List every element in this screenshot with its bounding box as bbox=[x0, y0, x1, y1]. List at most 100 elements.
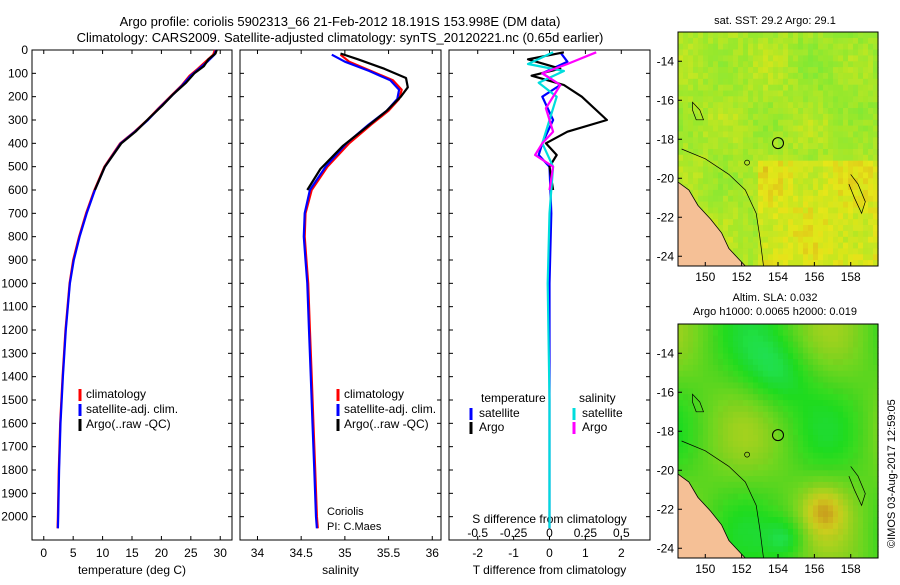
sst-map-cell bbox=[773, 96, 779, 103]
sst-map-cell bbox=[853, 32, 859, 39]
sla-map-cell bbox=[733, 446, 739, 454]
sst-map-cell bbox=[753, 160, 759, 168]
sst-map-cell bbox=[678, 90, 684, 97]
sla-map-cell bbox=[723, 411, 729, 419]
sla-map-cell bbox=[708, 359, 714, 366]
sst-map-cell bbox=[708, 43, 714, 51]
sst-map-cell bbox=[863, 49, 869, 56]
sst-map-cell bbox=[748, 236, 754, 244]
sst-map-cell bbox=[703, 201, 709, 208]
sst-map-cell bbox=[853, 78, 859, 86]
sst-map-cell bbox=[818, 119, 824, 127]
sla-map-cell bbox=[678, 452, 684, 460]
sla-map-cell bbox=[678, 400, 684, 407]
sst-map-cell bbox=[853, 236, 859, 244]
sst-map-cell bbox=[768, 43, 774, 51]
sst-map-cell bbox=[728, 207, 734, 214]
salinity-annotation: PI: C.Maes bbox=[327, 521, 382, 533]
sst-map-cell bbox=[828, 201, 834, 208]
sst-map-cell bbox=[763, 131, 769, 138]
sla-map-cell bbox=[703, 324, 709, 331]
sla-map-cell bbox=[773, 511, 779, 518]
sla-map-cell bbox=[843, 546, 849, 553]
sla-map-cell bbox=[683, 324, 689, 331]
sst-map-cell bbox=[708, 49, 714, 56]
sla-map-cell bbox=[728, 534, 734, 541]
sla-map-cell bbox=[748, 481, 754, 489]
sla-map-cell bbox=[798, 540, 804, 547]
sla-map-reef bbox=[692, 393, 705, 413]
sst-map-cell bbox=[753, 189, 759, 197]
sla-map-cell bbox=[708, 464, 714, 471]
sst-map-cell bbox=[758, 55, 764, 62]
sst-map-cell bbox=[728, 78, 734, 86]
sst-map-cell bbox=[698, 154, 704, 162]
sla-map-cell bbox=[873, 324, 879, 331]
sla-map-cell bbox=[833, 546, 839, 553]
sst-map-cell bbox=[808, 72, 814, 80]
sla-map-cell bbox=[723, 347, 729, 354]
sla-map-cell bbox=[813, 435, 819, 442]
salinity-legend-label: satellite-adj. clim. bbox=[344, 402, 436, 416]
sst-map-cell bbox=[758, 213, 764, 220]
sla-map-cell bbox=[863, 499, 869, 506]
sla-map-cell bbox=[808, 552, 814, 559]
sla-map-cell bbox=[748, 359, 754, 366]
sst-map-cell bbox=[748, 102, 754, 109]
sst-map-cell bbox=[778, 125, 784, 132]
sst-map-cell bbox=[873, 213, 879, 220]
sst-map-cell bbox=[738, 90, 744, 97]
sla-map-cell bbox=[798, 493, 804, 500]
difference-series-line bbox=[526, 51, 566, 529]
sla-map-cell bbox=[763, 464, 769, 471]
sst-map-cell bbox=[833, 67, 839, 74]
sla-map-cell bbox=[818, 487, 824, 495]
sst-map-cell bbox=[738, 125, 744, 132]
sst-map-cell bbox=[843, 172, 849, 179]
sst-map-cell bbox=[743, 102, 749, 109]
sst-map-cell bbox=[843, 43, 849, 51]
sst-map-cell bbox=[808, 166, 814, 173]
sla-map-cell bbox=[783, 341, 789, 348]
sla-map-cell bbox=[718, 359, 724, 366]
sst-map-cell bbox=[693, 184, 699, 191]
sst-map-cell bbox=[853, 207, 859, 214]
sst-map-cell bbox=[868, 160, 874, 168]
sst-map-cell bbox=[763, 166, 769, 173]
sla-map-cell bbox=[848, 376, 854, 383]
sla-map-cell bbox=[818, 405, 824, 413]
sla-map-cell bbox=[843, 528, 849, 536]
sst-map-cell bbox=[858, 55, 864, 62]
sst-map-cell bbox=[768, 49, 774, 56]
sla-map-cell bbox=[678, 411, 684, 419]
sst-map-cell bbox=[688, 61, 694, 68]
sla-map-cell bbox=[833, 417, 839, 424]
sst-map-cell bbox=[803, 236, 809, 244]
sla-map-cell bbox=[758, 394, 764, 401]
sla-map-cell bbox=[853, 517, 859, 524]
sla-map-cell bbox=[808, 417, 814, 424]
sla-map-cell bbox=[708, 370, 714, 378]
sla-map-cell bbox=[818, 411, 824, 419]
sst-map-cell bbox=[818, 131, 824, 138]
sst-map-cell bbox=[743, 113, 749, 121]
sla-map-cell bbox=[698, 341, 704, 348]
sla-map-cell bbox=[688, 370, 694, 378]
sla-map-cell bbox=[773, 394, 779, 401]
sst-map-cell bbox=[803, 172, 809, 179]
depth-tick-label: 200 bbox=[8, 90, 28, 104]
sst-map-cell bbox=[848, 207, 854, 214]
sla-map-cell bbox=[853, 423, 859, 430]
sst-map-cell bbox=[683, 154, 689, 162]
sst-map-cell bbox=[813, 84, 819, 92]
sst-map-cell bbox=[868, 143, 874, 150]
sla-map-cell bbox=[703, 376, 709, 383]
sla-map-cell bbox=[838, 400, 844, 407]
sla-map-cell bbox=[853, 329, 859, 337]
sst-map-cell bbox=[848, 189, 854, 197]
sla-map-cell bbox=[813, 517, 819, 524]
sla-map-cell bbox=[793, 441, 799, 448]
sla-map-cell bbox=[773, 552, 779, 559]
sla-map-cell bbox=[693, 417, 699, 424]
